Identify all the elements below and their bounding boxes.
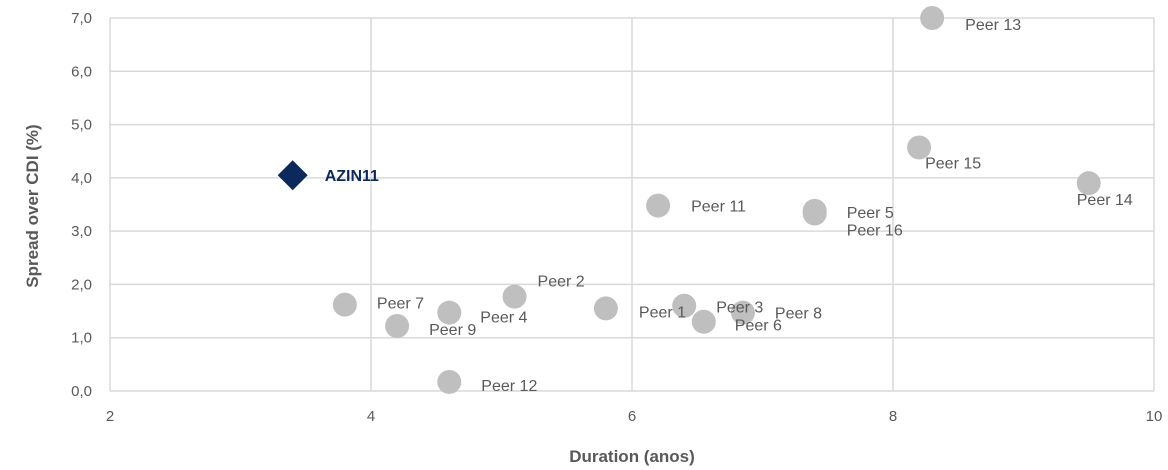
data-point xyxy=(730,300,755,325)
y-tick-label: 4,0 xyxy=(71,170,92,187)
data-point xyxy=(646,193,671,218)
y-tick-label: 0,0 xyxy=(71,383,92,400)
highlight-point xyxy=(277,160,308,191)
data-point-label: Peer 8 xyxy=(775,306,822,323)
data-point-label: Peer 9 xyxy=(429,322,476,339)
x-axis-ticks: 2 4 6 8 10 xyxy=(106,408,1163,425)
data-point xyxy=(672,293,697,318)
data-point-label: Peer 15 xyxy=(925,155,981,172)
x-tick-label: 8 xyxy=(889,408,897,425)
data-point xyxy=(437,369,462,394)
data-point xyxy=(385,313,410,338)
data-point xyxy=(1076,171,1101,196)
data-points xyxy=(277,6,1101,394)
data-point xyxy=(332,292,357,317)
x-tick-label: 10 xyxy=(1146,408,1163,425)
data-point-label: Peer 11 xyxy=(691,199,746,216)
data-point-label: Peer 16 xyxy=(847,223,903,240)
data-point xyxy=(920,6,945,30)
x-tick-label: 6 xyxy=(628,408,636,425)
data-point xyxy=(802,201,827,226)
data-point-label: Peer 6 xyxy=(735,318,782,335)
data-point xyxy=(437,300,462,325)
highlight-label: AZIN11 xyxy=(325,168,379,185)
y-tick-label: 2,0 xyxy=(71,276,92,293)
grid-lines xyxy=(109,17,1155,392)
y-tick-label: 1,0 xyxy=(71,330,92,347)
x-axis-title: Duration (anos) xyxy=(569,447,695,466)
data-point-label: Peer 13 xyxy=(965,17,1021,34)
data-point xyxy=(502,284,527,309)
data-point xyxy=(593,296,618,321)
data-point-label: Peer 14 xyxy=(1077,192,1133,209)
x-tick-label: 4 xyxy=(367,408,375,425)
data-point-label: Peer 1 xyxy=(639,304,686,321)
data-point-label: Peer 4 xyxy=(480,310,527,327)
data-point xyxy=(907,135,932,160)
data-point xyxy=(691,309,716,334)
data-point-label: Peer 3 xyxy=(716,300,763,317)
x-tick-label: 2 xyxy=(106,408,114,425)
y-tick-label: 5,0 xyxy=(71,117,92,134)
data-point-label: Peer 2 xyxy=(538,274,585,291)
data-point-label: Peer 12 xyxy=(481,378,537,395)
y-tick-label: 3,0 xyxy=(71,223,92,240)
data-point-label: Peer 7 xyxy=(377,296,424,313)
y-tick-label: 6,0 xyxy=(71,63,92,80)
y-axis-ticks: 0,0 1,0 2,0 3,0 4,0 5,0 6,0 7,0 xyxy=(71,10,92,400)
y-axis-title: Spread over CDI (%) xyxy=(23,124,42,287)
data-point-label: Peer 5 xyxy=(847,205,894,222)
y-tick-label: 7,0 xyxy=(71,10,92,27)
